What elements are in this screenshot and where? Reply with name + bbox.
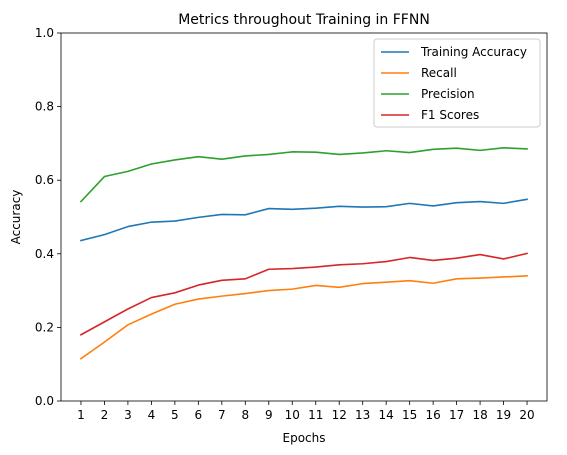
x-tick-label: 19 (496, 408, 511, 422)
x-tick-label: 14 (379, 408, 394, 422)
x-tick-label: 7 (218, 408, 226, 422)
x-tick-label: 3 (124, 408, 132, 422)
x-tick-label: 20 (519, 408, 534, 422)
x-tick-label: 11 (308, 408, 323, 422)
legend-box (373, 38, 541, 128)
x-tick-label: 8 (241, 408, 249, 422)
series-line-recall (79, 275, 528, 360)
y-tick-label: 1.0 (35, 26, 54, 40)
x-axis-title: Epochs (283, 431, 326, 445)
y-axis: 0.0 0.2 0.4 0.6 0.8 1.0 (35, 26, 61, 408)
chart-title: Metrics throughout Training in FFNN (178, 12, 430, 28)
x-tick-label: 6 (195, 408, 203, 422)
x-tick-label: 16 (425, 408, 440, 422)
x-axis: 1 2 3 4 5 6 7 8 9 10 11 12 13 14 15 16 17 18 19 20 (77, 401, 535, 422)
y-tick-label: 0.6 (35, 173, 54, 187)
series-line-training-accuracy (79, 198, 528, 242)
x-tick-label: 15 (402, 408, 417, 422)
series-line-f1-scores (79, 252, 529, 336)
y-tick-label: 0.4 (35, 247, 54, 261)
plot-frame (60, 32, 548, 402)
x-tick-label: 5 (171, 408, 179, 422)
legend-label: F1 Scores (421, 108, 479, 122)
legend-label: Precision (421, 87, 475, 101)
legend: Training Accuracy Recall Precision F1 Score… (373, 38, 541, 128)
y-tick-label: 0.0 (35, 394, 54, 408)
x-tick-label: 18 (472, 408, 487, 422)
x-tick-label: 2 (101, 408, 109, 422)
x-tick-label: 12 (332, 408, 347, 422)
plot-area (79, 147, 529, 360)
x-tick-label: 10 (285, 408, 300, 422)
y-axis-title: Accuracy (9, 190, 23, 245)
x-tick-label: 1 (77, 408, 85, 422)
y-tick-label: 0.2 (35, 320, 54, 334)
series-line-precision (79, 147, 528, 203)
legend-label: Recall (421, 66, 457, 80)
x-tick-label: 9 (265, 408, 273, 422)
x-tick-label: 17 (449, 408, 464, 422)
y-tick-label: 0.8 (35, 100, 54, 114)
x-tick-label: 4 (148, 408, 156, 422)
x-tick-label: 13 (355, 408, 370, 422)
legend-label: Training Accuracy (420, 45, 527, 59)
